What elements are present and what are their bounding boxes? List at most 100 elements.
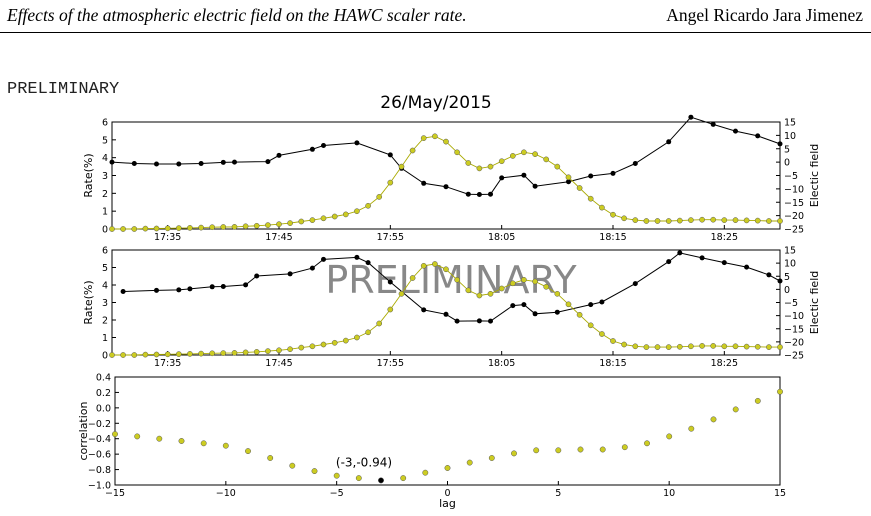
running-header-author: Angel Ricardo Jara Jimenez <box>666 5 863 25</box>
rate-point <box>621 341 627 348</box>
rate-point <box>565 301 572 308</box>
rate-point <box>120 226 126 232</box>
x-tick-label: 10 <box>663 488 675 499</box>
correlation-point <box>533 447 540 454</box>
rate-point <box>754 217 761 224</box>
electric-field-point <box>632 281 638 287</box>
header-rule <box>0 32 871 33</box>
rate-point <box>276 221 282 228</box>
rate-point <box>766 344 772 350</box>
electric-field-point <box>365 260 371 266</box>
x-tick-label: −5 <box>330 488 344 499</box>
rate-point <box>532 278 538 285</box>
rate-point <box>242 349 249 356</box>
rate-point <box>376 320 383 327</box>
rate-point <box>365 202 371 209</box>
electric-field-point <box>198 161 204 166</box>
y-tick-label: −1.0 <box>88 481 111 492</box>
rate-point <box>554 290 561 297</box>
rate-point <box>354 208 360 215</box>
preliminary-label: PRELIMINARY <box>7 80 120 99</box>
y-right-tick-label: −25 <box>784 351 804 362</box>
y-axis-label: Rate(%) <box>82 280 95 324</box>
rate-point <box>476 165 483 172</box>
rate-point <box>487 163 494 170</box>
rate-point <box>688 343 694 350</box>
rate-point <box>142 225 149 232</box>
electric-field-point <box>744 264 750 270</box>
rate-point <box>398 290 405 297</box>
x-tick-label: 17:35 <box>154 358 181 369</box>
rate-point <box>298 218 305 225</box>
electric-field-point <box>176 287 182 293</box>
y-right-tick-label: 0 <box>784 285 790 296</box>
correlation-point <box>511 450 517 457</box>
y-tick-label: 6 <box>102 246 108 257</box>
correlation-point <box>732 406 739 413</box>
x-tick-label: 18:15 <box>599 232 626 243</box>
electric-field-point <box>476 192 482 197</box>
y-right-tick-label: −20 <box>784 211 804 222</box>
electric-field-point <box>766 272 772 278</box>
rate-point <box>109 226 115 232</box>
rate-point <box>454 149 460 156</box>
rate-point <box>521 276 527 283</box>
x-tick-label: 18:05 <box>488 232 515 243</box>
plot-frame <box>111 121 781 230</box>
y-tick-label: 4 <box>102 153 108 164</box>
correlation-point <box>444 465 451 471</box>
rate-point <box>599 204 605 211</box>
correlation-point <box>710 416 717 423</box>
rate-point <box>576 311 583 318</box>
y-tick-label: 0 <box>102 225 108 236</box>
x-tick-label: 0 <box>444 488 450 499</box>
y-tick-label: 0.2 <box>96 388 111 399</box>
electric-field-point <box>187 286 193 292</box>
electric-field-point <box>454 318 460 324</box>
rate-point <box>398 163 405 170</box>
correlation-point <box>621 444 628 451</box>
y-right-axis-label: Electic field <box>808 144 821 207</box>
x-tick-label: 17:35 <box>154 232 181 243</box>
electric-field-point <box>588 302 594 308</box>
y-right-tick-label: −25 <box>784 225 804 236</box>
x-tick-label: 18:25 <box>711 232 738 243</box>
correlation-point <box>688 425 695 432</box>
electric-field-point <box>632 161 638 166</box>
x-axis-label: lag <box>439 497 456 510</box>
rate-point <box>509 153 516 159</box>
running-header-title: Effects of the atmospheric electric fiel… <box>7 5 467 25</box>
chart-title: 26/May/2015 <box>380 93 492 113</box>
rate-point <box>565 174 572 181</box>
rate-point <box>432 261 438 267</box>
y-tick-label: 2 <box>102 189 108 200</box>
rate-point <box>465 160 472 166</box>
y-tick-label: 0.0 <box>96 403 111 414</box>
rate-point <box>498 285 505 292</box>
electric-field-point <box>443 184 449 190</box>
rate-point <box>209 350 216 357</box>
correlation-point <box>777 388 783 395</box>
electric-field-point <box>677 250 683 256</box>
correlation-point <box>577 446 584 453</box>
correlation-point <box>555 447 562 454</box>
y-tick-label: 5 <box>102 263 108 274</box>
electric-field-point <box>321 143 326 148</box>
rate-point <box>665 218 672 224</box>
electric-field-point <box>254 273 260 279</box>
rate-point <box>443 138 449 145</box>
correlation-point <box>178 438 185 444</box>
rate-point <box>231 350 238 356</box>
electric-field-point <box>777 278 783 284</box>
electric-field-point <box>465 191 471 197</box>
y-right-tick-label: 5 <box>784 144 790 155</box>
rate-point <box>777 218 783 224</box>
rate-point <box>331 339 338 346</box>
rate-point <box>632 343 639 350</box>
rate-point <box>743 217 750 224</box>
correlation-point <box>112 431 118 438</box>
rate-point <box>632 217 639 223</box>
rate-point <box>532 151 538 157</box>
electric-field-point <box>232 159 237 165</box>
rate-point <box>387 179 394 186</box>
